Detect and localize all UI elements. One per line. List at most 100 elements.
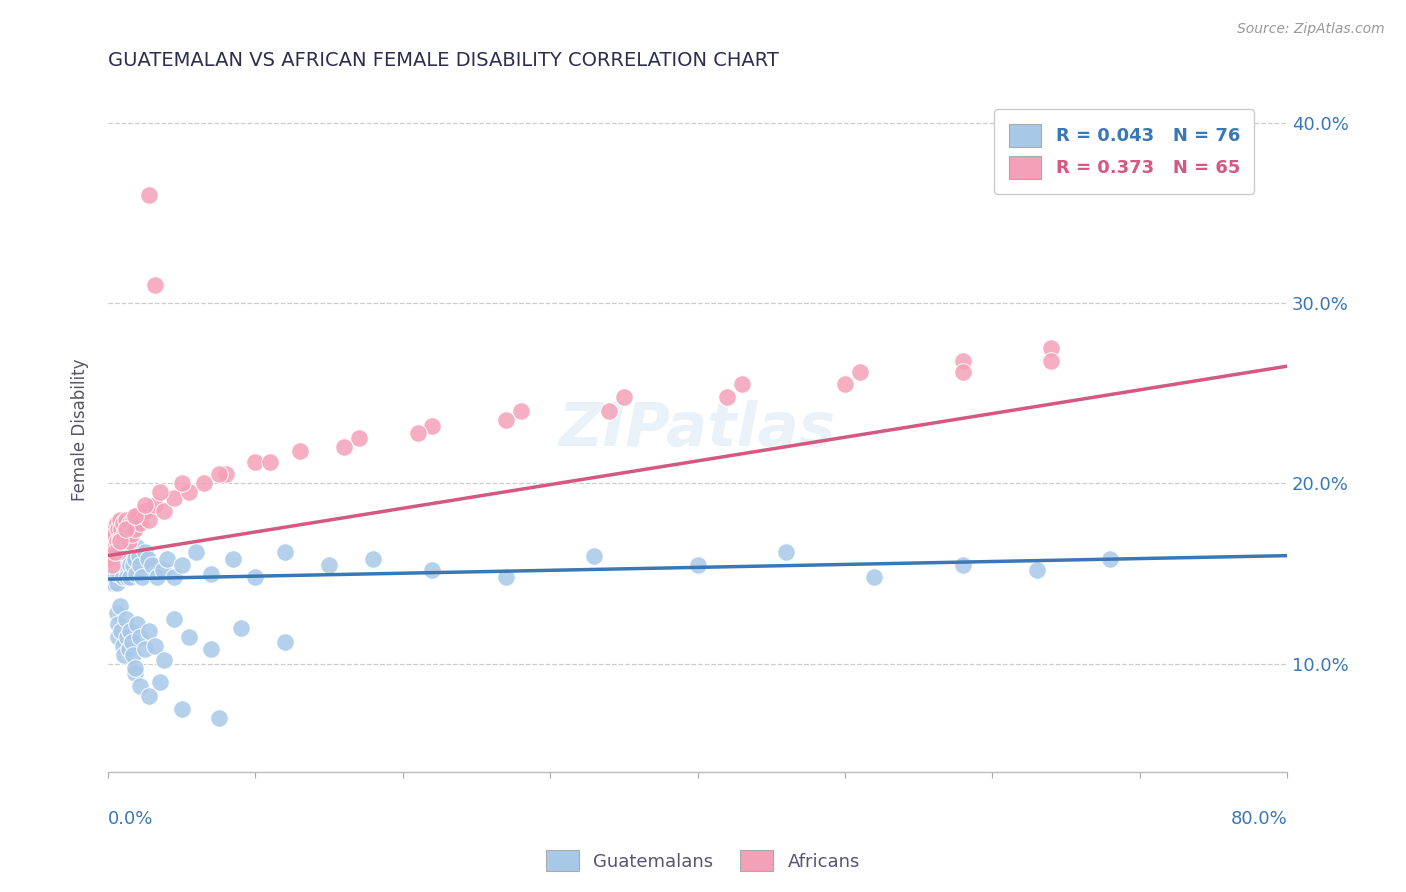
Point [101,522,124,536]
Point [207,467,229,482]
Point [122,512,145,526]
Point [104,540,127,554]
Point [156,552,179,566]
Point [114,612,136,626]
Point [134,498,156,512]
Point [110,552,132,566]
Point [100,552,122,566]
Point [834,377,856,392]
Point [952,353,974,368]
Point [177,630,200,644]
Point [98,570,121,584]
Point [107,617,129,632]
Point [163,570,186,584]
Point [863,570,886,584]
Text: 80.0%: 80.0% [1230,810,1286,828]
Point [105,563,128,577]
Point [112,648,135,662]
Point [115,570,138,584]
Point [100,540,122,554]
Point [686,558,709,572]
Point [111,639,134,653]
Point [420,418,443,433]
Point [129,630,152,644]
Point [131,570,153,584]
Point [114,540,136,554]
Point [114,552,136,566]
Point [259,455,281,469]
Point [420,563,443,577]
Point [105,516,128,531]
Point [108,512,131,526]
Point [495,570,517,584]
Point [200,642,222,657]
Point [318,558,340,572]
Point [170,702,193,716]
Point [108,558,131,572]
Point [108,545,131,559]
Point [134,545,156,559]
Point [274,635,297,649]
Point [110,624,132,639]
Point [104,570,127,584]
Text: 0.0%: 0.0% [108,810,153,828]
Y-axis label: Female Disability: Female Disability [72,358,89,500]
Point [122,558,145,572]
Point [104,558,127,572]
Point [101,534,124,549]
Point [121,545,143,559]
Point [148,485,170,500]
Point [105,549,128,563]
Point [117,534,139,549]
Point [104,545,127,559]
Point [141,558,163,572]
Point [163,491,186,505]
Point [124,660,146,674]
Point [120,624,142,639]
Point [120,516,142,531]
Point [111,558,134,572]
Point [124,665,146,680]
Point [598,404,620,418]
Point [111,570,134,584]
Point [333,441,356,455]
Point [153,653,176,667]
Point [101,558,124,572]
Point [115,630,138,644]
Point [108,534,131,549]
Point [138,512,160,526]
Point [509,404,531,418]
Point [115,563,138,577]
Text: GUATEMALAN VS AFRICAN FEMALE DISABILITY CORRELATION CHART: GUATEMALAN VS AFRICAN FEMALE DISABILITY … [108,51,779,70]
Point [114,512,136,526]
Point [129,558,152,572]
Point [107,534,129,549]
Point [101,531,124,545]
Point [848,365,870,379]
Point [129,516,152,531]
Point [138,187,160,202]
Point [112,527,135,541]
Point [103,552,125,566]
Point [103,531,125,545]
Point [215,467,238,482]
Point [274,545,297,559]
Point [107,630,129,644]
Text: ZIPatlas: ZIPatlas [560,400,837,458]
Point [731,377,754,392]
Point [108,531,131,545]
Point [120,570,142,584]
Point [207,711,229,725]
Point [145,570,167,584]
Point [121,635,143,649]
Point [115,522,138,536]
Point [143,639,166,653]
Point [100,563,122,577]
Point [170,476,193,491]
Point [110,534,132,549]
Point [111,534,134,549]
Point [105,534,128,549]
Point [112,558,135,572]
Point [1099,552,1122,566]
Point [148,675,170,690]
